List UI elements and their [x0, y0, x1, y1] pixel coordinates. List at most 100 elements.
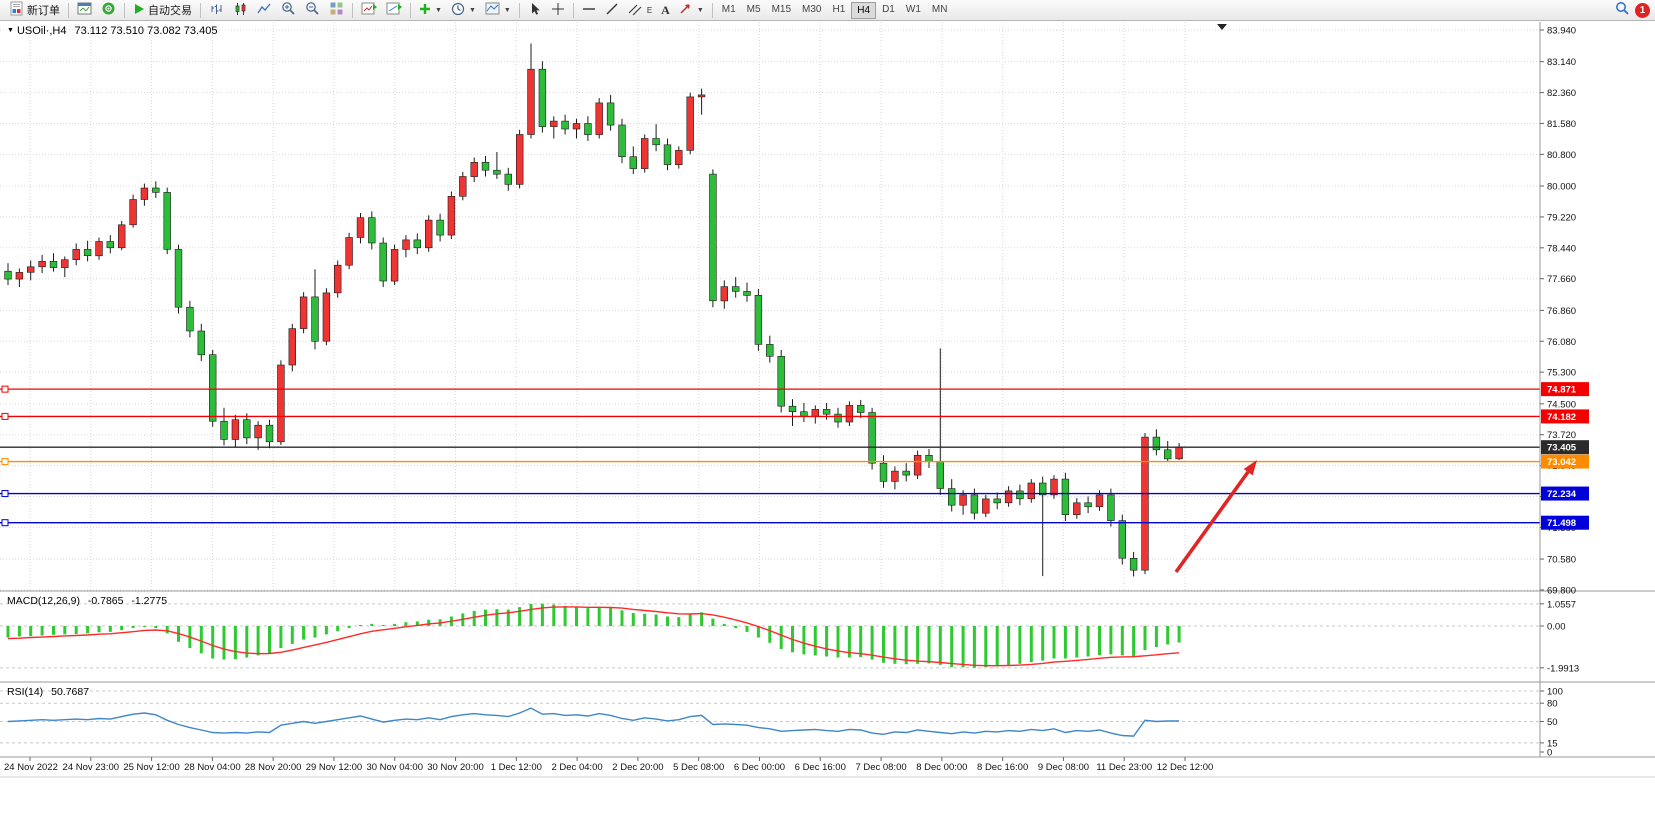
toolbar-separator [711, 2, 713, 18]
template-icon [485, 2, 500, 18]
market-watch-button[interactable] [97, 1, 120, 20]
svg-text:70.580: 70.580 [1547, 555, 1576, 566]
svg-text:12 Dec 12:00: 12 Dec 12:00 [1157, 762, 1214, 773]
timeframe-w1-button[interactable]: W1 [905, 3, 921, 15]
svg-text:82.360: 82.360 [1547, 88, 1576, 99]
bar-chart-icon [209, 2, 224, 19]
svg-text:8 Dec 16:00: 8 Dec 16:00 [977, 762, 1028, 773]
svg-text:30 Nov 20:00: 30 Nov 20:00 [427, 762, 484, 773]
toolbar-separator [572, 2, 574, 18]
line-chart-mode-button[interactable] [253, 1, 276, 20]
panel-separators[interactable] [0, 590, 1655, 778]
toolbar-separator [518, 2, 520, 18]
svg-text:78.440: 78.440 [1547, 243, 1576, 254]
price-axis[interactable]: 83.940 83.140 82.360 81.580 80.800 80.000 79.2… [1539, 22, 1579, 759]
chevron-down-icon: ▼ [696, 6, 704, 14]
add-indicator-button[interactable]: ▼ [415, 1, 446, 20]
chevron-down-icon: ▼ [503, 6, 511, 14]
objects-list-button[interactable] [382, 1, 406, 20]
channel-tool-button[interactable]: E [624, 1, 656, 20]
svg-text:72.234: 72.234 [1547, 489, 1577, 500]
timeframe-h4-button[interactable]: H4 [851, 1, 877, 19]
svg-text:25 Nov 12:00: 25 Nov 12:00 [123, 762, 180, 773]
period-selector-button[interactable]: ▼ [447, 1, 480, 20]
price-level-lines[interactable] [0, 385, 1540, 527]
indicators-icon [361, 2, 377, 19]
notification-badge[interactable]: 1 [1635, 2, 1650, 18]
svg-text:0.00: 0.00 [1547, 622, 1566, 633]
horizontal-line-tool-button[interactable] [578, 1, 600, 20]
market-watch-icon [101, 1, 116, 19]
timeframe-mn-button[interactable]: MN [931, 3, 948, 15]
equidistant-channel-icon [628, 2, 644, 19]
toolbar-separator [410, 2, 411, 18]
clock-icon [451, 2, 465, 19]
trendline-tool-button[interactable] [601, 1, 623, 20]
new-order-icon [9, 1, 24, 19]
timeframe-d1-button[interactable]: D1 [882, 3, 895, 15]
new-order-button[interactable]: 新订单 [5, 1, 64, 20]
svg-text:28 Nov 20:00: 28 Nov 20:00 [245, 762, 302, 773]
search-icon [1615, 1, 1630, 19]
svg-text:-1.9913: -1.9913 [1547, 663, 1579, 674]
auto-trading-button[interactable]: 自动交易 [129, 1, 196, 20]
svg-text:73.405: 73.405 [1547, 443, 1577, 454]
candles-layer[interactable] [4, 43, 1183, 577]
rsi-panel[interactable] [7, 707, 1180, 737]
trend-arrow-annotation[interactable] [1174, 460, 1257, 574]
svg-text:79.220: 79.220 [1547, 212, 1576, 223]
timeframe-h1-button[interactable]: H1 [832, 3, 846, 15]
tile-windows-button[interactable] [325, 1, 348, 20]
timeframe-m15-button[interactable]: M15 [771, 3, 792, 15]
svg-text:29 Nov 12:00: 29 Nov 12:00 [306, 762, 363, 773]
candlestick-mode-button[interactable] [229, 1, 252, 20]
crosshair-icon [551, 2, 565, 19]
svg-text:83.940: 83.940 [1547, 26, 1576, 37]
svg-text:8 Dec 00:00: 8 Dec 00:00 [916, 762, 967, 773]
svg-text:76.080: 76.080 [1547, 337, 1576, 348]
svg-text:28 Nov 04:00: 28 Nov 04:00 [184, 762, 241, 773]
toolbar-separator [352, 2, 353, 18]
toolbar-separator [124, 2, 125, 18]
toolbar-separator [68, 2, 69, 18]
svg-text:5 Dec 08:00: 5 Dec 08:00 [673, 762, 724, 773]
bar-chart-mode-button[interactable] [205, 1, 228, 20]
arrows-tool-button[interactable]: ▼ [675, 1, 708, 20]
svg-text:11 Dec 23:00: 11 Dec 23:00 [1096, 762, 1152, 773]
chevron-down-icon: ▼ [435, 6, 442, 14]
search-button[interactable] [1611, 1, 1634, 20]
timeframe-m30-button[interactable]: M30 [802, 3, 822, 15]
svg-text:30 Nov 04:00: 30 Nov 04:00 [366, 762, 423, 773]
crosshair-tool-button[interactable] [547, 1, 569, 20]
text-tool-button[interactable]: A [657, 1, 674, 20]
svg-text:50: 50 [1547, 717, 1558, 728]
svg-text:74.182: 74.182 [1547, 412, 1576, 423]
svg-text:80.800: 80.800 [1547, 150, 1576, 161]
zoom-out-icon [305, 1, 320, 19]
svg-text:77.660: 77.660 [1547, 274, 1576, 285]
timeframe-m5-button[interactable]: M5 [746, 3, 761, 15]
time-axis[interactable]: 24 Nov 2022 24 Nov 23:00 25 Nov 12:00 28 No… [4, 757, 1213, 773]
cursor-tool-button[interactable] [524, 1, 546, 20]
main-toolbar: 新订单 自动交易 ▼ ▼ ▼ E A ▼ M1 M5 M15 M30 H1 H4… [0, 0, 1655, 21]
svg-text:69.800: 69.800 [1547, 585, 1576, 596]
svg-text:83.140: 83.140 [1547, 57, 1576, 68]
template-button[interactable]: ▼ [481, 1, 515, 20]
svg-text:1 Dec 12:00: 1 Dec 12:00 [491, 762, 542, 773]
horizontal-line-icon [582, 2, 596, 19]
charts-profile-button[interactable] [73, 1, 96, 20]
indicators-button[interactable] [357, 1, 381, 20]
zoom-out-button[interactable] [301, 1, 324, 20]
zoom-in-button[interactable] [277, 1, 300, 20]
price-tags: 74.871 74.182 73.405 73.042 72.234 71.498 [1541, 382, 1589, 530]
svg-text:9 Dec 08:00: 9 Dec 08:00 [1038, 762, 1089, 773]
svg-text:74.500: 74.500 [1547, 399, 1576, 410]
svg-text:15: 15 [1547, 738, 1558, 749]
macd-panel[interactable] [6, 603, 1181, 668]
svg-text:76.860: 76.860 [1547, 306, 1576, 317]
svg-text:2 Dec 04:00: 2 Dec 04:00 [551, 762, 602, 773]
trendline-icon [605, 2, 619, 19]
timeframe-m1-button[interactable]: M1 [721, 3, 736, 15]
svg-text:1.0557: 1.0557 [1547, 599, 1576, 610]
